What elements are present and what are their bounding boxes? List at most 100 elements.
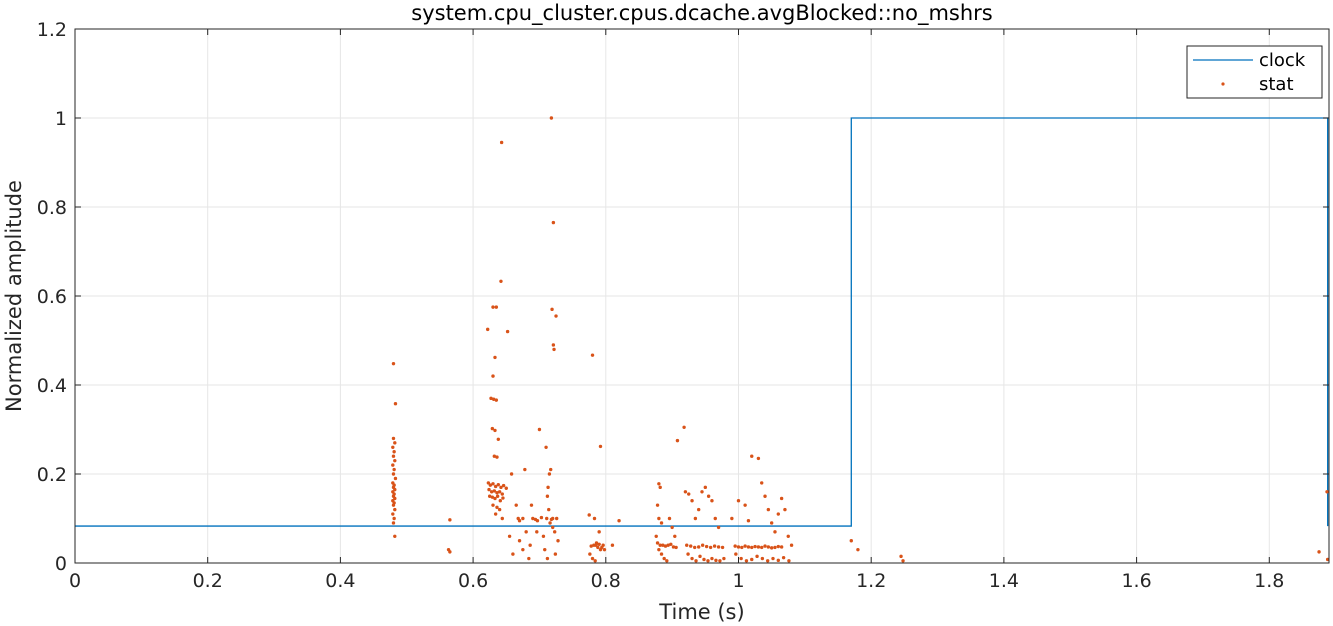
stat-point bbox=[500, 516, 504, 521]
stat-point bbox=[521, 547, 525, 552]
stat-point bbox=[487, 494, 492, 498]
stat-point bbox=[590, 556, 595, 561]
stat-point bbox=[703, 485, 708, 490]
stat-point bbox=[704, 544, 709, 549]
y-tick-label: 0.8 bbox=[37, 197, 67, 219]
stat-point bbox=[499, 485, 503, 490]
stat-point bbox=[498, 499, 502, 503]
stat-point bbox=[661, 543, 665, 547]
stat-point bbox=[760, 481, 764, 485]
stat-point bbox=[554, 314, 558, 318]
stat-point bbox=[391, 361, 396, 366]
stat-point bbox=[716, 545, 721, 549]
stat-point bbox=[763, 494, 767, 498]
stat-point bbox=[548, 521, 552, 525]
stat-point bbox=[531, 516, 535, 521]
stat-point bbox=[490, 426, 495, 431]
stat-point bbox=[733, 544, 737, 548]
stat-point bbox=[550, 307, 554, 312]
stat-point bbox=[448, 518, 452, 522]
stat-point bbox=[690, 499, 694, 503]
stat-point bbox=[511, 552, 515, 556]
stat-point bbox=[544, 445, 548, 449]
plot-area: 0 0.2 0.4 0.6 0.8 1 1.2 1.4 1.6 1.8 0 0.2 0.4 0.6 0.8 1… bbox=[37, 19, 1330, 592]
stat-point bbox=[592, 543, 596, 547]
y-axis-label: Normalized amplitude bbox=[2, 180, 26, 412]
stat-point bbox=[658, 543, 662, 547]
stat-point bbox=[666, 543, 670, 547]
stat-point bbox=[682, 425, 686, 429]
legend: clock stat bbox=[1186, 45, 1323, 99]
stat-point bbox=[587, 513, 591, 517]
stat-point bbox=[552, 347, 556, 352]
stat-point bbox=[714, 558, 718, 563]
y-tick-label: 0 bbox=[55, 553, 67, 575]
stat-point bbox=[750, 454, 754, 458]
stat-point bbox=[776, 558, 780, 563]
stat-point bbox=[659, 521, 664, 525]
stat-point bbox=[716, 525, 721, 530]
x-tick-label: 1.4 bbox=[989, 570, 1019, 592]
stat-point bbox=[547, 507, 551, 512]
stat-point bbox=[610, 543, 615, 547]
stat-point bbox=[746, 545, 751, 549]
stat-point bbox=[551, 516, 555, 521]
stat-point bbox=[713, 516, 717, 521]
stat-point bbox=[545, 556, 550, 561]
series-layer bbox=[75, 116, 1330, 563]
stat-point bbox=[730, 516, 734, 521]
stat-point bbox=[789, 543, 794, 547]
stat-point bbox=[495, 494, 500, 498]
stat-point bbox=[555, 516, 559, 521]
stat-point bbox=[706, 494, 711, 498]
stat-point bbox=[706, 559, 710, 563]
stat-point bbox=[541, 534, 546, 538]
stat-point bbox=[493, 428, 497, 433]
legend-stat-label: stat bbox=[1259, 74, 1294, 95]
stat-point bbox=[545, 494, 550, 498]
stat-point bbox=[675, 438, 680, 443]
stat-point bbox=[393, 458, 397, 463]
stat-point bbox=[693, 545, 697, 550]
x-tick-label: 1.6 bbox=[1121, 570, 1151, 592]
stat-point bbox=[781, 555, 786, 560]
stat-point bbox=[494, 398, 499, 402]
stat-point bbox=[507, 534, 512, 538]
stat-point bbox=[489, 396, 493, 401]
stat-point bbox=[393, 507, 397, 512]
stat-point bbox=[669, 542, 673, 547]
stat-point bbox=[545, 516, 549, 521]
stat-point bbox=[549, 116, 554, 120]
stat-point bbox=[509, 472, 514, 476]
stat-point bbox=[766, 507, 771, 512]
stat-point bbox=[700, 543, 705, 547]
stat-point bbox=[486, 481, 491, 485]
stat-point bbox=[744, 559, 749, 563]
stat-point bbox=[710, 499, 714, 503]
stat-point bbox=[393, 487, 397, 492]
stat-point bbox=[702, 557, 706, 562]
stat-point bbox=[776, 512, 780, 516]
stat-point bbox=[537, 427, 542, 432]
stat-point bbox=[743, 544, 747, 548]
stat-point bbox=[899, 554, 903, 559]
stat-point bbox=[654, 534, 658, 538]
stat-point bbox=[499, 140, 504, 145]
legend-stat-swatch bbox=[1221, 82, 1225, 86]
stat-point bbox=[499, 279, 503, 284]
stat-point bbox=[734, 552, 738, 556]
stat-point bbox=[736, 545, 741, 549]
stat-point bbox=[694, 559, 698, 563]
chart-title: system.cpu_cluster.cpus.dcache.avgBlocke… bbox=[411, 1, 992, 26]
stat-point bbox=[393, 476, 398, 481]
stat-point bbox=[708, 545, 713, 550]
stat-point bbox=[671, 545, 676, 549]
stat-point bbox=[689, 544, 693, 548]
x-tick-label: 0.8 bbox=[591, 570, 621, 592]
legend-clock-label: clock bbox=[1259, 50, 1306, 71]
stat-point bbox=[756, 545, 761, 549]
stat-point bbox=[602, 547, 607, 552]
stat-point bbox=[597, 542, 601, 547]
stat-point bbox=[856, 547, 860, 552]
stat-point bbox=[495, 505, 499, 510]
